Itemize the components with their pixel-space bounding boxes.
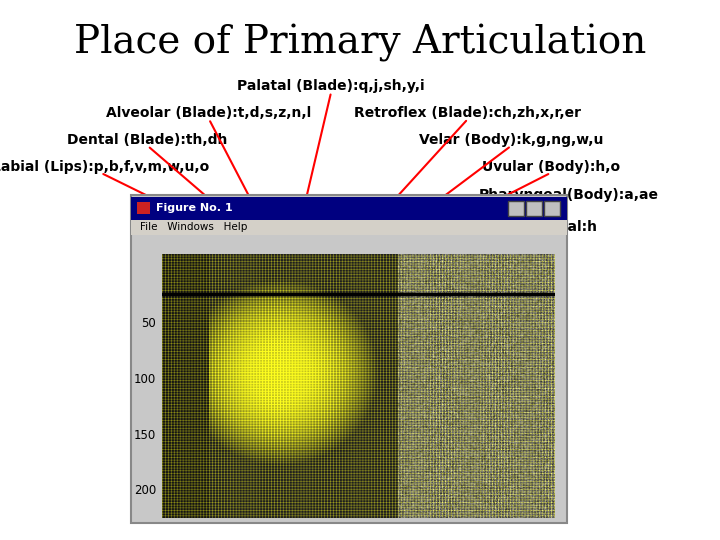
Text: Laryngeal:h: Laryngeal:h (504, 220, 598, 234)
Text: Alveolar (Blade):t,d,s,z,n,l: Alveolar (Blade):t,d,s,z,n,l (106, 106, 312, 120)
Bar (131, 220, 567, 235)
Text: Palatal (Blade):q,j,sh,y,i: Palatal (Blade):q,j,sh,y,i (238, 79, 425, 93)
Bar (131, 197, 567, 220)
Bar (131, 195, 567, 523)
Text: Dental (Blade):th,dh: Dental (Blade):th,dh (68, 133, 228, 147)
Bar (508, 200, 524, 217)
Text: Place of Primary Articulation: Place of Primary Articulation (74, 24, 646, 62)
Text: Retroflex (Blade):ch,zh,x,r,er: Retroflex (Blade):ch,zh,x,r,er (354, 106, 582, 120)
Text: Pharyngeal(Body):a,ae: Pharyngeal(Body):a,ae (479, 188, 659, 202)
Text: File   Windows   Help: File Windows Help (140, 222, 248, 232)
Text: 50: 50 (142, 318, 156, 330)
Text: 200: 200 (134, 484, 156, 497)
Text: 100: 100 (134, 373, 156, 386)
Bar (544, 200, 560, 217)
Text: Figure No. 1: Figure No. 1 (156, 204, 233, 213)
Text: Uvular (Body):h,o: Uvular (Body):h,o (482, 160, 620, 174)
Text: Labial (Lips):p,b,f,v,m,w,u,o: Labial (Lips):p,b,f,v,m,w,u,o (0, 160, 210, 174)
Text: Velar (Body):k,g,ng,w,u: Velar (Body):k,g,ng,w,u (419, 133, 603, 147)
Bar (526, 200, 542, 217)
Bar (137, 201, 150, 214)
Text: 150: 150 (134, 429, 156, 442)
